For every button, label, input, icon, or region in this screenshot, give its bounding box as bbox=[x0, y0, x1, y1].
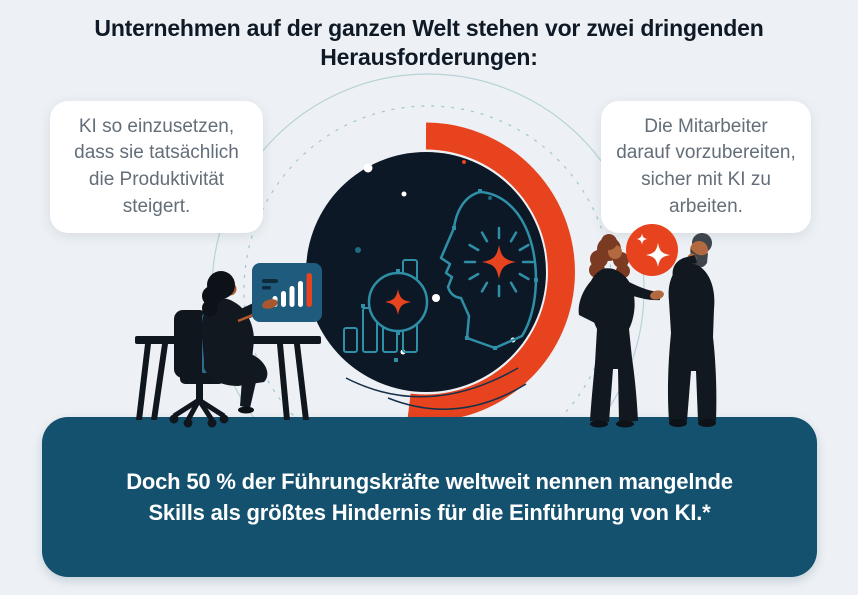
statistic-banner: Doch 50 % der Führungskräfte weltweit ne… bbox=[42, 417, 817, 577]
swirl-line bbox=[387, 383, 527, 410]
swirl-line bbox=[345, 367, 519, 398]
orange-arc bbox=[407, 122, 575, 422]
ai-head-sparkle-icon bbox=[439, 189, 538, 350]
statistic-text: Doch 50 % der Führungskräfte weltweit ne… bbox=[126, 468, 733, 525]
standing-woman bbox=[578, 234, 664, 428]
hair bbox=[202, 271, 235, 316]
challenge-bubble-left: KI so einzusetzen, dass sie tatsächlich … bbox=[50, 101, 263, 233]
highlight-bar bbox=[306, 273, 312, 307]
challenge-bubble-right: Die Mitarbeiter darauf vorzubereiten, si… bbox=[601, 101, 811, 233]
hand bbox=[650, 290, 664, 300]
desk bbox=[135, 336, 321, 420]
standing-colleagues-illustration bbox=[578, 224, 717, 428]
network-nodes bbox=[452, 189, 538, 350]
seated-analyst-illustration bbox=[135, 263, 322, 428]
challenge-right-text: Die Mitarbeiter darauf vorzubereiten, si… bbox=[616, 115, 796, 217]
monitor-bar-chart-icon bbox=[252, 263, 322, 322]
burst-ticks bbox=[463, 226, 535, 298]
seated-person bbox=[201, 271, 282, 414]
ai-sparkle-badge-icon bbox=[626, 224, 678, 276]
sparkle-star bbox=[482, 245, 516, 279]
standing-man bbox=[667, 233, 717, 427]
challenge-left-text: KI so einzusetzen, dass sie tatsächlich … bbox=[74, 115, 239, 217]
arm-akimbo bbox=[578, 275, 603, 323]
ai-brain-illustration bbox=[306, 122, 575, 422]
bar-chart-sparkle-icon bbox=[343, 259, 429, 362]
dark-sphere bbox=[306, 152, 546, 392]
arm-raised bbox=[672, 255, 697, 281]
sparkle-star bbox=[385, 289, 411, 315]
office-chair bbox=[169, 310, 229, 428]
page-title: Unternehmen auf der ganzen Welt stehen v… bbox=[94, 15, 764, 71]
